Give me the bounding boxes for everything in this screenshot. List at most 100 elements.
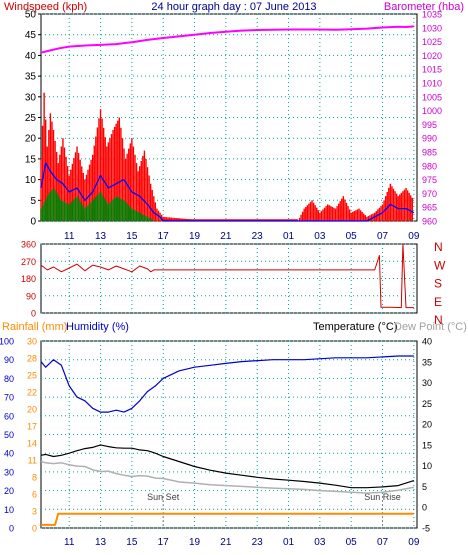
temp-y-tick-label: 5 xyxy=(422,482,427,492)
wind-axis-label: Windspeed (kph) xyxy=(4,1,87,13)
chart-title: 24 hour graph day : 07 June 2013 xyxy=(151,1,316,13)
wind-y-tick-label: 25 xyxy=(25,113,37,124)
average-wind-line xyxy=(40,162,415,222)
humidity-y-tick-label: 0 xyxy=(9,524,14,534)
temp-y-tick-label: 25 xyxy=(422,399,432,409)
humidity-y-tick-label: 100 xyxy=(0,337,14,347)
temp-y-tick-label: 40 xyxy=(422,337,432,347)
x-tick-label: 13 xyxy=(95,231,107,242)
rain-y-tick-label: 11 xyxy=(28,456,37,466)
humidity-y-tick-label: 10 xyxy=(4,505,14,515)
rain-y-tick-label: 8 xyxy=(32,473,37,483)
compass-label: E xyxy=(434,295,442,309)
baro-y-tick-label: 980 xyxy=(422,161,437,171)
temperature-line xyxy=(40,444,415,489)
humidity-y-tick-label: 40 xyxy=(4,449,14,459)
compass-label: N xyxy=(434,313,443,327)
rain-axis-label: Rainfall (mm) xyxy=(2,321,67,333)
humidity-y-tick-label: 80 xyxy=(4,374,14,384)
wind-y-tick-label: 40 xyxy=(25,51,37,62)
x-tick-label: 09 xyxy=(408,537,420,548)
x-tick-label: 11 xyxy=(64,231,75,242)
wind-y-tick-label: 5 xyxy=(30,196,36,207)
wind-direction-line xyxy=(40,243,414,309)
direction-y-tick-label: 90 xyxy=(26,291,36,301)
x-tick-label: 11 xyxy=(64,537,75,548)
wind-y-tick-label: 0 xyxy=(30,217,36,228)
x-tick-label: 21 xyxy=(220,231,232,242)
wind-y-tick-label: 30 xyxy=(25,92,37,103)
compass-label: S xyxy=(434,277,442,291)
x-tick-label: 21 xyxy=(220,537,232,548)
baro-y-tick-label: 975 xyxy=(422,175,437,185)
x-tick-label: 19 xyxy=(189,537,201,548)
dew-axis-label: Dew Point (°C) xyxy=(394,321,467,333)
rain-y-tick-label: 14 xyxy=(27,439,37,449)
baro-y-tick-label: 1010 xyxy=(422,79,442,89)
humidity-y-tick-label: 20 xyxy=(4,486,14,496)
direction-y-tick-label: 180 xyxy=(21,274,36,284)
baro-y-tick-label: 1020 xyxy=(422,51,442,61)
temp-y-tick-label: -5 xyxy=(422,524,430,534)
humidity-y-tick-label: 30 xyxy=(4,467,14,477)
humidity-y-tick-label: 70 xyxy=(4,393,14,403)
rain-y-tick-label: 30 xyxy=(27,337,37,347)
humidity-axis-label: Humidity (%) xyxy=(66,321,129,333)
wind-y-tick-label: 15 xyxy=(25,154,37,165)
compass-label: N xyxy=(434,240,443,254)
barometer-line xyxy=(40,25,414,54)
wind-y-tick-label: 35 xyxy=(25,72,37,83)
x-tick-label: 03 xyxy=(314,537,326,548)
x-tick-label: 07 xyxy=(377,231,389,242)
baro-y-tick-label: 1030 xyxy=(422,23,442,33)
wind-y-tick-label: 50 xyxy=(25,10,37,21)
direction-y-tick-label: 0 xyxy=(31,309,36,319)
wind-y-tick-label: 10 xyxy=(25,175,37,186)
baro-y-tick-label: 995 xyxy=(422,120,437,130)
baro-y-tick-label: 960 xyxy=(422,217,437,227)
x-tick-label: 17 xyxy=(158,537,170,548)
rain-y-tick-label: 17 xyxy=(27,422,37,432)
x-tick-label: 09 xyxy=(408,231,420,242)
rain-y-tick-label: 3 xyxy=(32,507,37,517)
humidity-y-tick-label: 60 xyxy=(4,411,14,421)
rain-y-tick-label: 20 xyxy=(27,405,37,415)
rain-y-tick-label: 28 xyxy=(27,354,37,364)
wind-y-tick-label: 20 xyxy=(25,134,37,145)
x-tick-label: 05 xyxy=(346,537,358,548)
x-tick-label: 23 xyxy=(252,537,264,548)
baro-y-tick-label: 1025 xyxy=(422,37,442,47)
temp-y-tick-label: 10 xyxy=(422,461,432,471)
sun-annotation: Sun Set xyxy=(147,492,180,502)
x-tick-label: 03 xyxy=(314,231,326,242)
temp-axis-label: Temperature (°C) xyxy=(313,321,397,333)
baro-y-tick-label: 970 xyxy=(422,189,437,199)
direction-y-tick-label: 360 xyxy=(21,240,36,250)
x-tick-label: 23 xyxy=(252,231,264,242)
baro-y-tick-label: 990 xyxy=(422,134,437,144)
x-tick-label: 07 xyxy=(377,537,389,548)
temp-y-tick-label: 30 xyxy=(422,378,432,388)
baro-y-tick-label: 965 xyxy=(422,203,437,213)
direction-y-tick-label: 270 xyxy=(21,257,36,267)
humidity-y-tick-label: 50 xyxy=(4,430,14,440)
x-tick-label: 17 xyxy=(158,231,170,242)
wind-y-tick-label: 45 xyxy=(25,30,37,41)
rainfall-line xyxy=(41,512,414,526)
x-tick-label: 13 xyxy=(95,537,107,548)
x-tick-label: 19 xyxy=(189,231,201,242)
humidity-y-tick-label: 90 xyxy=(4,355,14,365)
temp-y-tick-label: 0 xyxy=(422,503,427,513)
x-tick-label: 05 xyxy=(346,231,358,242)
temp-y-tick-label: 20 xyxy=(422,420,432,430)
baro-axis-label: Barometer (hba) xyxy=(384,1,464,13)
baro-y-tick-label: 1035 xyxy=(422,10,442,20)
dew-point-line xyxy=(40,460,415,494)
x-tick-label: 01 xyxy=(283,231,295,242)
baro-y-tick-label: 1000 xyxy=(422,106,442,116)
x-tick-label: 01 xyxy=(283,537,295,548)
humidity-line xyxy=(40,355,414,413)
temp-y-tick-label: 15 xyxy=(422,440,432,450)
